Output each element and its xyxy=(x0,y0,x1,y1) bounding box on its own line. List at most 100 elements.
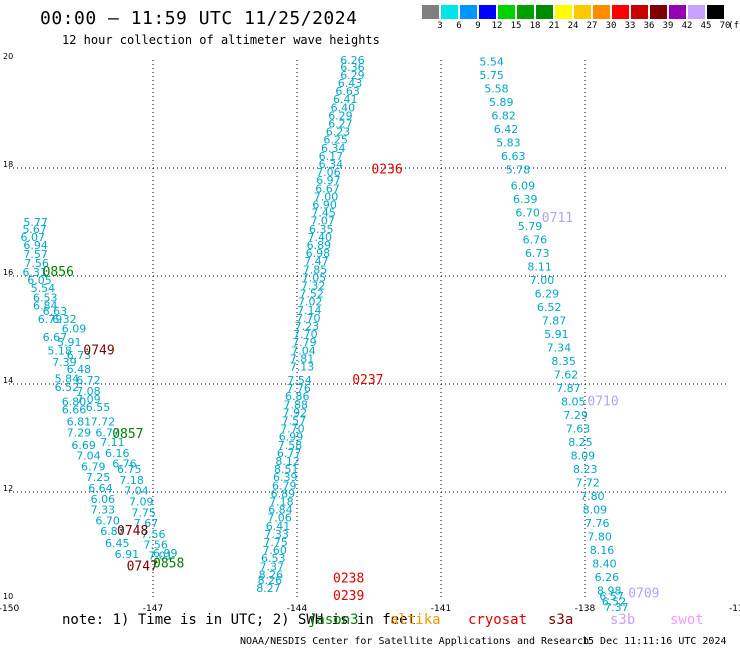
wave-height-label: 7.37 xyxy=(260,560,285,573)
wave-height-label: 6.70 xyxy=(515,207,540,220)
wave-height-label: 7.09 xyxy=(129,496,154,509)
wave-height-label: 7.05 xyxy=(302,271,327,284)
wave-height-label: 7.33 xyxy=(264,528,289,541)
color-scale-label: 21 xyxy=(548,21,560,31)
color-swatch xyxy=(669,5,687,19)
wave-height-label: 6.41 xyxy=(333,93,358,106)
color-scale-label: 12 xyxy=(491,21,503,31)
pass-time-label: 0858 xyxy=(153,557,184,572)
wave-height-label: 7.06 xyxy=(267,512,292,525)
wave-height-label: 7.13 xyxy=(290,361,315,374)
wave-height-label: 7.76 xyxy=(286,382,311,395)
wave-height-label: 6.89 xyxy=(271,487,296,500)
wave-height-label: 7.56 xyxy=(24,257,49,270)
wave-height-label: 8.25 xyxy=(568,436,593,449)
satellite-legend-item: swot xyxy=(670,612,704,628)
wave-height-label: 6.82 xyxy=(491,109,516,122)
color-scale-label: 6 xyxy=(456,21,462,31)
wave-height-label: 7.40 xyxy=(308,231,333,244)
pass-time-label: 0237 xyxy=(352,373,383,388)
wave-height-label: 8.35 xyxy=(551,355,576,368)
pass-time-label: 0857 xyxy=(112,427,143,442)
wave-height-label: 6.79 xyxy=(38,313,63,326)
wave-height-label: 7.18 xyxy=(269,496,294,509)
color-swatch xyxy=(612,5,630,19)
page-subtitle: 12 hour collection of altimeter wave hei… xyxy=(62,33,380,47)
wave-height-label: 6.97 xyxy=(316,174,341,187)
wave-height-label: 5.54 xyxy=(479,55,504,68)
y-tick-label: 18 xyxy=(3,160,13,169)
wave-height-label: 6.48 xyxy=(67,363,92,376)
wave-height-label: 6.53 xyxy=(261,552,286,565)
wave-height-label: 5.67 xyxy=(22,223,47,236)
color-scale-label: 39 xyxy=(662,21,674,31)
footer-note: note: 1) Time is in UTC; 2) SWH is in fe… xyxy=(62,612,417,628)
y-tick-label: 20 xyxy=(3,52,13,61)
wave-height-label: 5.18 xyxy=(47,344,72,357)
wave-height-label: 8.27 xyxy=(256,582,281,595)
wave-height-label: 7.75 xyxy=(131,506,156,519)
color-swatch xyxy=(688,5,706,19)
color-swatch xyxy=(479,5,497,19)
wave-height-label: 7.32 xyxy=(301,280,326,293)
wave-height-label: 6.40 xyxy=(331,101,356,114)
wave-height-label: 6.67 xyxy=(43,331,68,344)
wave-height-label: 6.25 xyxy=(323,134,348,147)
wave-height-label: 6.45 xyxy=(105,537,130,550)
color-swatch xyxy=(650,5,668,19)
wave-height-label: 6.29 xyxy=(328,109,353,122)
pass-time-label: 0710 xyxy=(587,395,618,410)
wave-height-label: 8.26 xyxy=(258,574,283,587)
wave-height-label: 6.63 xyxy=(43,305,68,318)
wave-height-label: 7.75 xyxy=(263,536,288,549)
wave-height-label: 7.25 xyxy=(86,471,111,484)
wave-height-label: 6.52 xyxy=(602,595,627,608)
pass-time-label: 0239 xyxy=(333,589,364,604)
wave-height-label: 6.63 xyxy=(335,85,360,98)
wave-height-label: 6.29 xyxy=(535,288,560,301)
satellite-legend-item: cryosat xyxy=(468,612,528,628)
pass-time-label: 0711 xyxy=(542,211,573,226)
wave-height-label: 6.34 xyxy=(319,158,344,171)
wave-height-label: 8.23 xyxy=(573,463,598,476)
wave-height-label: 6.80 xyxy=(62,396,87,409)
wave-height-label: 6.36 xyxy=(340,61,365,74)
y-tick-label: 14 xyxy=(3,376,13,385)
color-swatch xyxy=(707,5,725,19)
y-tick-label: 12 xyxy=(3,484,13,493)
wave-height-label: 7.09 xyxy=(76,393,101,406)
wave-height-label: 6.39 xyxy=(273,471,298,484)
wave-height-label: 6.98 xyxy=(306,247,331,260)
wave-height-label: 7.63 xyxy=(566,423,591,436)
wave-height-label: 6.77 xyxy=(95,426,120,439)
wave-height-label: 6.63 xyxy=(501,150,526,163)
wave-height-label: 5.79 xyxy=(518,220,543,233)
wave-height-label: 7.52 xyxy=(299,288,324,301)
pass-time-label: 0238 xyxy=(333,572,364,587)
wave-height-label: 7.37 xyxy=(604,601,629,614)
wave-height-label: 7.57 xyxy=(282,415,307,428)
pass-time-label: 0748 xyxy=(117,524,148,539)
x-tick-label: -138 xyxy=(575,604,596,614)
wave-height-label: 6.89 xyxy=(307,239,332,252)
wave-height-label: 6.32 xyxy=(52,313,76,326)
wave-height-label: 7.33 xyxy=(91,504,116,517)
wave-height-label: 8.26 xyxy=(259,568,284,581)
wave-height-label: 7.00 xyxy=(530,274,555,287)
wave-height-label: 7.06 xyxy=(316,166,341,179)
credit-text: NOAA/NESDIS Center for Satellite Applica… xyxy=(240,636,590,647)
wave-height-label: 7.08 xyxy=(76,385,101,398)
color-scale-label: 30 xyxy=(605,21,617,31)
wave-height-label: 7.85 xyxy=(303,263,328,276)
y-tick-label: 10 xyxy=(3,592,13,601)
wave-height-label: 5.58 xyxy=(484,82,509,95)
x-tick-label: -147 xyxy=(143,604,163,614)
wave-height-label: 7.29 xyxy=(563,409,588,422)
satellite-legend-item: jason3 xyxy=(308,612,359,628)
wave-height-label: 6.76 xyxy=(523,234,548,247)
wave-height-label: 6.81 xyxy=(67,416,92,429)
wave-height-label: 7.87 xyxy=(542,315,567,328)
wave-height-label: 6.34 xyxy=(321,142,346,155)
wave-height-label: 6.79 xyxy=(272,479,297,492)
wave-height-label: 6.29 xyxy=(340,69,365,82)
